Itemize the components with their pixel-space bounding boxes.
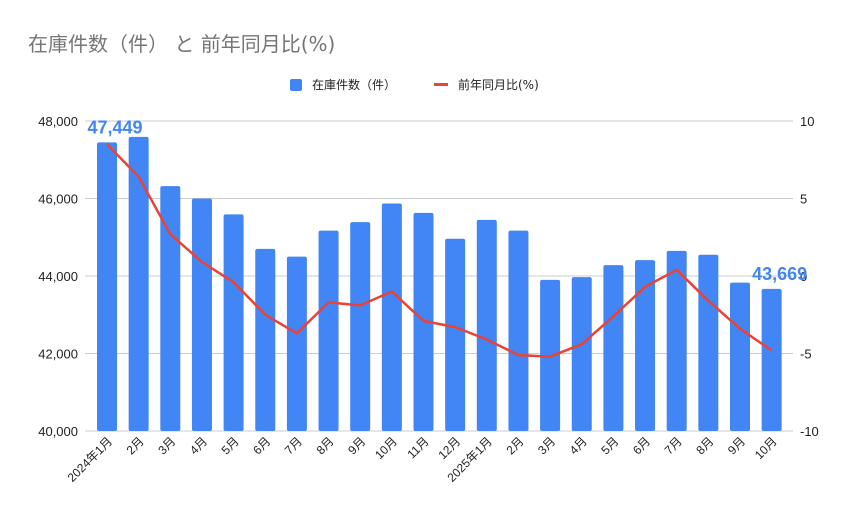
x-tick-label: 6月 <box>250 434 273 457</box>
left-tick-label: 44,000 <box>38 269 78 284</box>
x-tick-label: 4月 <box>567 434 590 457</box>
bar[interactable] <box>476 219 497 431</box>
x-tick-label: 3月 <box>535 434 558 457</box>
x-tick-label: 9月 <box>725 434 748 457</box>
right-tick-label: 5 <box>800 192 807 207</box>
bar[interactable] <box>223 214 244 431</box>
x-tick-label: 2024年1月 <box>65 434 115 484</box>
bar[interactable] <box>381 203 402 431</box>
x-tick-label: 12月 <box>435 434 463 462</box>
data-label: 43,669 <box>752 264 807 284</box>
bar[interactable] <box>350 222 371 431</box>
right-tick-label: -5 <box>800 347 812 362</box>
x-tick-label: 5月 <box>598 434 621 457</box>
bar[interactable] <box>445 238 466 431</box>
left-tick-label: 42,000 <box>38 347 78 362</box>
left-tick-label: 40,000 <box>38 424 78 439</box>
legend-item-yoy[interactable]: 前年同月比(%) <box>434 76 539 93</box>
bar[interactable] <box>698 254 719 431</box>
right-axis-labels: -10 -5 0 5 10 <box>800 114 819 439</box>
x-tick-label: 9月 <box>345 434 368 457</box>
line-swatch-icon <box>434 83 448 86</box>
x-tick-label: 4月 <box>187 434 210 457</box>
x-tick-label: 8月 <box>314 434 337 457</box>
line-series <box>106 143 773 358</box>
bar[interactable] <box>286 256 307 431</box>
bar-series <box>97 136 782 432</box>
bar[interactable] <box>128 136 149 431</box>
x-tick-label: 3月 <box>155 434 178 457</box>
right-tick-label: 0 <box>800 269 807 284</box>
bar[interactable] <box>571 277 592 431</box>
right-tick-label: 10 <box>800 114 814 129</box>
data-label: 47,449 <box>87 117 142 137</box>
x-tick-label: 2月 <box>503 434 526 457</box>
bar[interactable] <box>508 230 529 431</box>
bar[interactable] <box>761 288 782 431</box>
yoy-line[interactable] <box>106 143 773 358</box>
x-tick-label: 6月 <box>630 434 653 457</box>
gridlines <box>85 120 793 432</box>
bar[interactable] <box>255 248 276 431</box>
x-tick-label: 11月 <box>404 434 431 461</box>
bar[interactable] <box>666 250 687 431</box>
legend-label: 前年同月比(%) <box>458 78 539 92</box>
x-tick-label: 7月 <box>282 434 305 457</box>
left-axis-labels: 40,000 42,000 44,000 46,000 48,000 <box>38 114 78 439</box>
right-tick-label: -10 <box>800 424 819 439</box>
x-tick-label: 10月 <box>752 434 780 462</box>
bar[interactable] <box>318 230 339 431</box>
legend-label: 在庫件数（件） <box>312 78 397 92</box>
x-tick-label: 2月 <box>124 434 147 457</box>
x-tick-label: 7月 <box>662 434 685 457</box>
left-tick-label: 46,000 <box>38 192 78 207</box>
x-tick-label: 5月 <box>219 434 242 457</box>
bar[interactable] <box>191 198 212 432</box>
legend-item-inventory[interactable]: 在庫件数（件） <box>290 76 396 93</box>
legend: 在庫件数（件） 前年同月比(%) <box>0 76 855 96</box>
bar-swatch-icon <box>290 78 302 91</box>
bar[interactable] <box>97 142 117 431</box>
x-tick-label: 10月 <box>372 434 400 462</box>
data-labels: 47,449 43,669 <box>87 117 807 283</box>
bar[interactable] <box>160 186 181 431</box>
bar[interactable] <box>635 260 656 431</box>
bar[interactable] <box>603 265 624 431</box>
bar[interactable] <box>730 282 750 431</box>
left-tick-label: 48,000 <box>38 114 78 129</box>
chart-title: 在庫件数（件） と 前年同月比(%) <box>28 32 336 56</box>
x-tick-label: 8月 <box>693 434 716 457</box>
